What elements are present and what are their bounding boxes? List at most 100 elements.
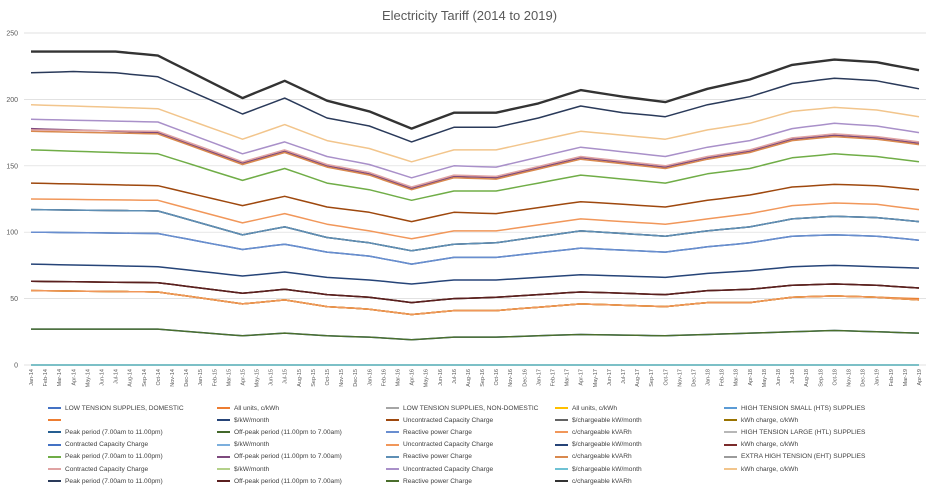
legend-label: Uncontracted Capacity Charge	[403, 416, 494, 424]
legend-label: All units, c/kWh	[234, 404, 280, 412]
legend-item: Reactive power Charge	[386, 475, 551, 487]
legend-label: All units, c/kWh	[572, 404, 618, 412]
x-tick-label: Apr-19	[917, 369, 923, 386]
legend-swatch	[386, 455, 399, 458]
legend-swatch	[724, 431, 737, 434]
series-line-7	[30, 182, 920, 223]
x-tick-label: Apr-18	[748, 369, 754, 386]
legend-swatch	[386, 407, 399, 410]
line-chart: 0 50 100 150 200 250 Jan-14 Feb-14 Mar-14 Apr-14…	[6, 31, 926, 387]
series-line-13	[30, 198, 920, 240]
x-tick-label: Aug-14	[128, 369, 134, 387]
x-tick-label: Jan-18	[706, 369, 712, 386]
legend-label: Off-peak period (11.00pm to 7.00am)	[234, 428, 342, 436]
legend-label: c/chargeable kVARh	[572, 428, 632, 436]
legend-swatch	[48, 407, 61, 410]
x-tick-label: Jul-17	[621, 369, 627, 384]
series-line-27	[30, 118, 920, 179]
y-tick-label: 250	[6, 31, 18, 38]
legend-item: Uncontracted Capacity Charge	[386, 439, 551, 451]
series-line-32	[31, 328, 920, 341]
legend-label: Contracted Capacity Charge	[65, 465, 149, 473]
legend-label: Peak period (7.00am to 11.00pm)	[65, 477, 163, 485]
legend-item: $/kW/month	[217, 414, 382, 426]
y-tick-label: 0	[14, 363, 18, 370]
x-tick-label: Feb-19	[889, 369, 895, 386]
x-tick-label: Jul-14	[114, 369, 120, 384]
x-tick-label: Aug-15	[297, 369, 303, 387]
x-tick-label: Aug-16	[466, 369, 472, 387]
y-tick-label: 150	[6, 163, 18, 170]
legend-swatch	[48, 443, 61, 446]
legend: LOW TENSION SUPPLIES, DOMESTIC All units,…	[48, 402, 928, 487]
x-tick-label: Sep-16	[480, 369, 486, 387]
x-tick-label: Apr-17	[579, 369, 585, 386]
series-line-21	[30, 127, 920, 190]
series-line-31	[30, 280, 920, 304]
legend-swatch	[48, 480, 61, 483]
x-tick-label: Jun-16	[438, 369, 444, 386]
legend-label: Uncontracted Capacity Charge	[403, 465, 494, 473]
series-lines	[30, 50, 920, 366]
legend-label: Peak period (7.00am to 11.00pm)	[65, 428, 163, 436]
legend-swatch	[386, 419, 399, 422]
legend-swatch	[724, 407, 737, 410]
x-tick-label: Jan-17	[536, 369, 542, 386]
series-line-25	[30, 129, 920, 188]
legend-label: LOW TENSION SUPPLIES, NON-DOMESTIC	[403, 404, 539, 412]
legend-item: Uncontracted Capacity Charge	[386, 463, 551, 475]
x-tick-label: Nov-15	[339, 369, 345, 387]
legend-item: Contracted Capacity Charge	[48, 463, 213, 475]
legend-label: Reactive power Charge	[403, 453, 472, 461]
legend-swatch	[217, 431, 230, 434]
x-tick-label: Feb-16	[381, 369, 387, 386]
legend-label: Contracted Capacity Charge	[65, 441, 149, 449]
legend-swatch	[48, 431, 61, 434]
x-tick-label: May-15	[255, 369, 261, 387]
series-line-33	[31, 50, 920, 130]
series-line-17	[30, 289, 920, 316]
legend-label: HIGH TENSION SMALL (HTS) SUPPLIES	[741, 404, 866, 412]
y-tick-label: 100	[6, 230, 18, 237]
x-tick-label: Aug-17	[635, 369, 641, 387]
x-tick-label: Nov-14	[170, 369, 176, 387]
x-tick-label: Dec-16	[522, 369, 528, 387]
legend-label: kWh charge, c/kWh	[741, 441, 799, 449]
legend-label: Off-peak period (11.00pm to 7.00am)	[234, 453, 342, 461]
legend-swatch	[724, 468, 737, 471]
legend-item: Off-peak period (11.00pm to 7.00am)	[217, 426, 382, 438]
x-tick-label: Feb-14	[43, 369, 49, 386]
series-line-18	[30, 263, 920, 285]
x-tick-label: Jul-18	[790, 369, 796, 384]
legend-item: $/chargeable kW/month	[555, 414, 720, 426]
legend-item: All units, c/kWh	[217, 402, 382, 414]
x-tick-label: Jun-15	[269, 369, 275, 386]
legend-label: HIGH TENSION LARGE (HTL) SUPPLIES	[741, 428, 866, 436]
x-tick-label: Feb-18	[720, 369, 726, 386]
x-tick-label: Dec-14	[184, 369, 190, 387]
legend-label: $/chargeable kW/month	[572, 465, 642, 473]
x-tick-label: Mar-19	[903, 369, 909, 386]
legend-swatch	[48, 455, 61, 458]
legend-item: LOW TENSION SUPPLIES, NON-DOMESTIC	[386, 402, 551, 414]
legend-item	[48, 414, 213, 426]
legend-item: $/kW/month	[217, 463, 382, 475]
x-tick-label: Jun-18	[776, 369, 782, 386]
legend-swatch	[386, 443, 399, 446]
legend-swatch	[724, 419, 737, 422]
x-tick-label: Jan-15	[198, 369, 204, 386]
legend-item: EXTRA HIGH TENSION (EHT) SUPPLIES	[724, 451, 904, 463]
x-tick-label: Aug-18	[804, 369, 810, 387]
x-tick-label: Dec-17	[691, 369, 697, 387]
legend-label: c/chargeable kVARh	[572, 453, 632, 461]
legend-item: $/chargeable kW/month	[555, 439, 720, 451]
series-line-19	[30, 280, 920, 304]
chart-title: Electricity Tariff (2014 to 2019)	[381, 8, 558, 23]
legend-label: Reactive power Charge	[403, 477, 472, 485]
series-line-22	[30, 208, 920, 252]
legend-label: LOW TENSION SUPPLIES, DOMESTIC	[65, 404, 184, 412]
legend-label: Reactive power Charge	[403, 428, 472, 436]
x-tick-label: May-18	[762, 369, 768, 387]
legend-item: c/chargeable kVARh	[555, 451, 720, 463]
legend-item: LOW TENSION SUPPLIES, DOMESTIC	[48, 402, 213, 414]
